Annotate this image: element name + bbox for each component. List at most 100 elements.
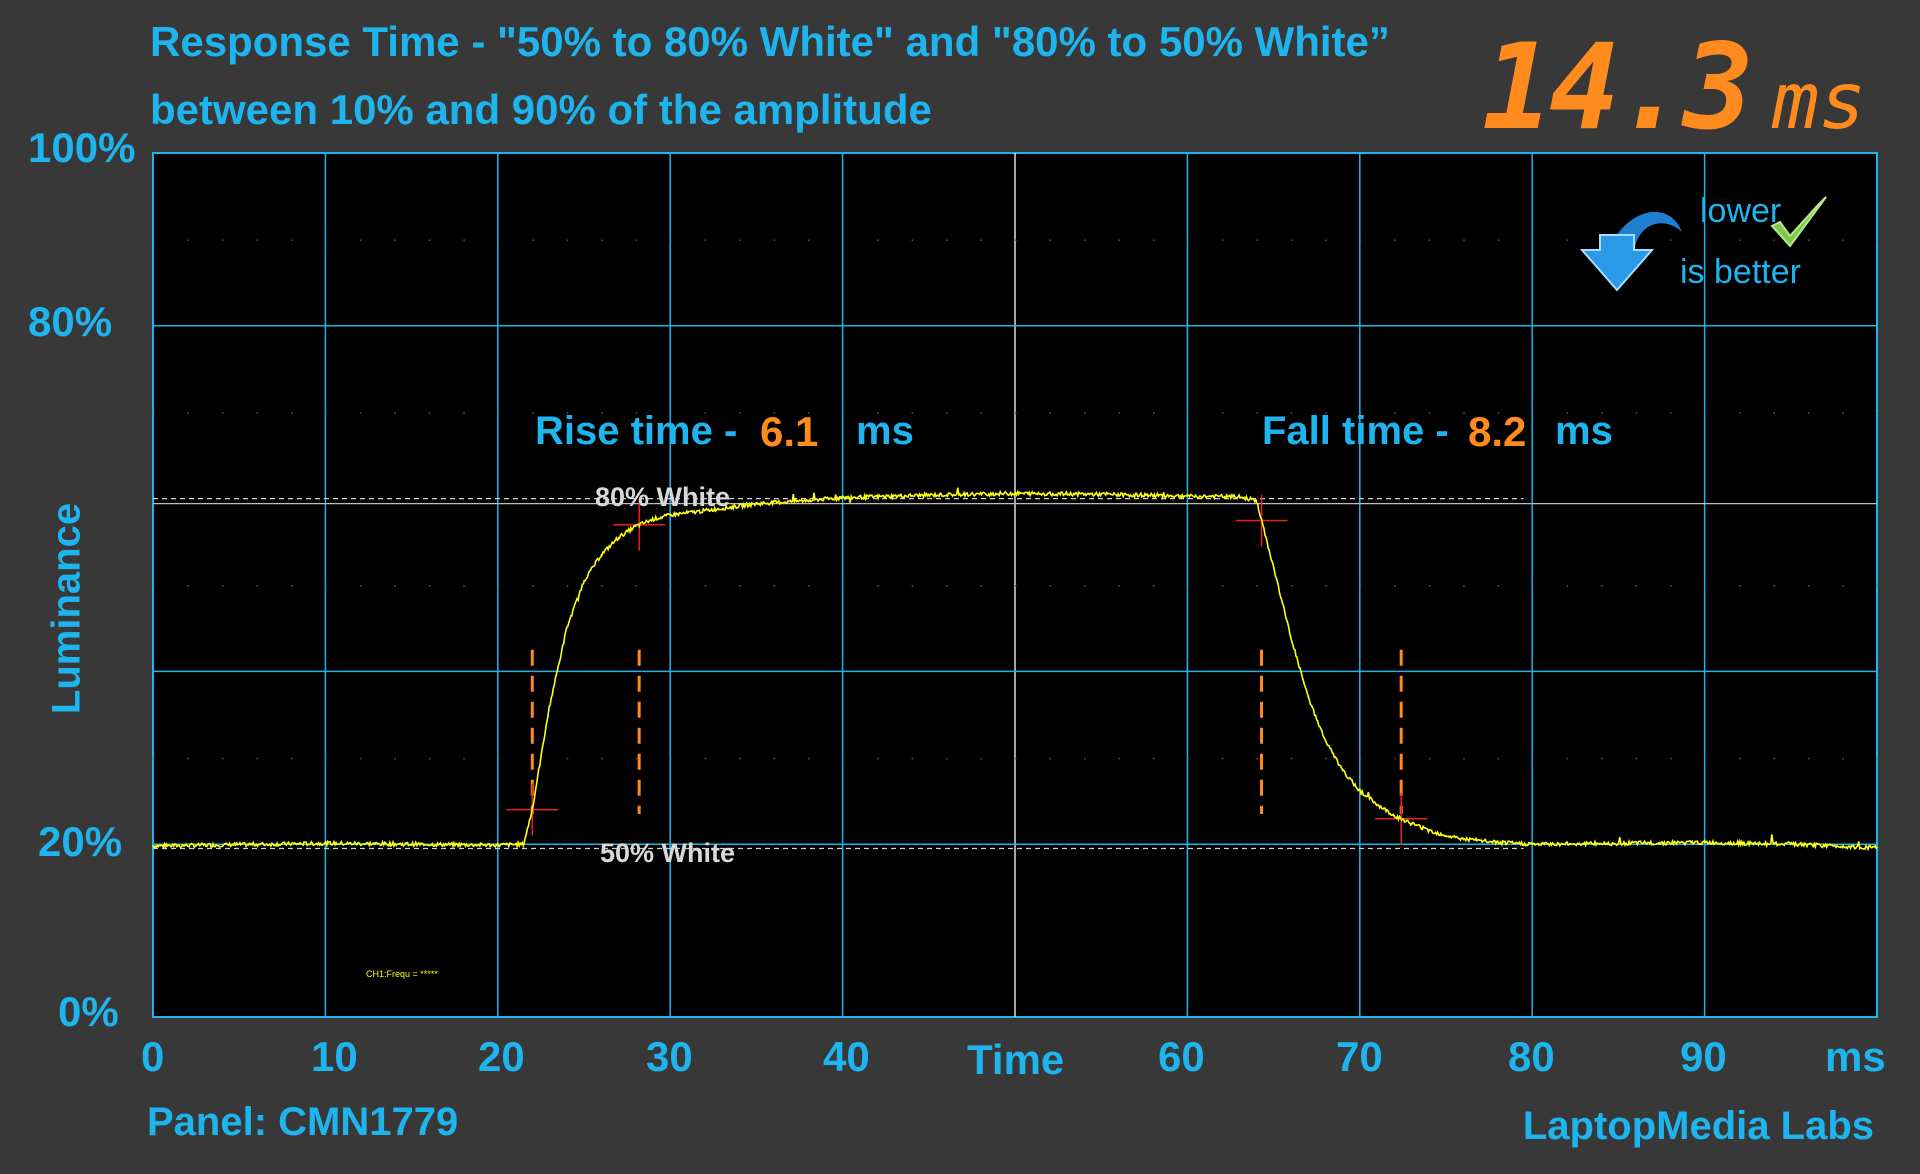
trace-point <box>1393 814 1396 817</box>
grid-dot <box>1187 239 1189 241</box>
grid-dot <box>601 412 603 414</box>
grid-dot <box>1083 412 1086 414</box>
grid-dot <box>1359 412 1362 414</box>
grid-dot <box>1152 585 1155 587</box>
lab-label: LaptopMedia Labs <box>1522 1104 1874 1148</box>
x-axis-unit: ms <box>1825 1033 1886 1080</box>
grid-dot <box>946 757 948 760</box>
lower-level-label: 50% White <box>600 838 735 868</box>
trace-point <box>1790 843 1792 845</box>
grid-dot <box>1704 585 1707 587</box>
grid-dot <box>1635 412 1638 414</box>
fall-time-unit: ms <box>1555 409 1613 453</box>
grid-dot <box>428 585 431 587</box>
grid-dot <box>911 585 914 587</box>
grid-dot <box>877 757 879 760</box>
grid-dot <box>877 585 879 587</box>
grid-dot <box>566 585 569 587</box>
grid-dot <box>1670 585 1672 587</box>
grid-dot <box>1049 239 1051 241</box>
trace-point <box>1410 822 1413 825</box>
trace-point <box>1100 493 1102 496</box>
grid-dot <box>566 239 569 241</box>
grid-dot <box>187 585 189 587</box>
grid-dot <box>290 239 293 241</box>
total-response-readout: 14.3 ms <box>1482 18 1866 156</box>
grid-dot <box>1463 757 1465 760</box>
grid-dot <box>1221 239 1224 241</box>
trace-point <box>324 842 327 845</box>
trace-point <box>1014 492 1016 495</box>
trace-point <box>583 579 585 582</box>
grid-dot <box>532 239 534 241</box>
grid-dot <box>1118 239 1120 241</box>
trace-point <box>1531 843 1533 845</box>
grid-dot <box>1290 757 1293 760</box>
grid-dot <box>221 585 224 587</box>
grid-dot <box>670 239 672 241</box>
grid-dot <box>1221 757 1224 760</box>
grid-dot <box>739 239 741 241</box>
trace-point <box>1324 739 1327 742</box>
grid-dot <box>566 412 569 414</box>
grid-dot <box>1773 412 1776 414</box>
grid-dot <box>1256 757 1258 760</box>
grid-dot <box>1256 585 1258 587</box>
grid-dot <box>1601 412 1603 414</box>
grid-dot <box>1083 585 1086 587</box>
trace-point <box>522 843 525 845</box>
trace-point <box>703 509 706 512</box>
grid-dot <box>1497 412 1500 414</box>
grid-dot <box>1877 585 1879 587</box>
y-tick-80: 80% <box>28 298 113 345</box>
grid-dot <box>946 585 948 587</box>
grid-dot <box>428 412 431 414</box>
grid-dot <box>1359 239 1362 241</box>
grid-dot <box>601 757 603 760</box>
x-tick-20: 20 <box>478 1033 525 1080</box>
grid-dot <box>532 585 534 587</box>
grid-dot <box>394 412 396 414</box>
trace-point <box>652 518 654 521</box>
grid-dot <box>1842 412 1845 414</box>
grid-dot <box>1773 757 1776 760</box>
grid-dot <box>1601 757 1603 760</box>
trace-point <box>1427 829 1430 832</box>
grid-dot <box>1566 757 1569 760</box>
grid-dot <box>1187 412 1189 414</box>
grid-dot <box>325 757 327 760</box>
trace-point <box>1307 696 1309 699</box>
trace-point <box>634 525 637 528</box>
grid-dot <box>1877 757 1879 760</box>
lower-is-better-badge: lower is better <box>1579 192 1827 292</box>
grid-dot <box>773 585 776 587</box>
grid-dot <box>532 412 534 414</box>
grid-dot <box>1497 585 1500 587</box>
grid-dot <box>808 239 810 241</box>
trace-point <box>1272 566 1275 569</box>
trace-point <box>1238 496 1240 498</box>
badge-line1: lower <box>1700 192 1781 230</box>
grid-dot <box>1290 585 1293 587</box>
grid-dot <box>1739 757 1741 760</box>
trace-point <box>928 494 930 496</box>
grid-dot <box>221 757 224 760</box>
grid-dot <box>1118 412 1120 414</box>
grid-dot <box>1394 412 1396 414</box>
grid-dot <box>1325 757 1327 760</box>
grid-dot <box>359 585 362 587</box>
grid-dot <box>635 757 638 760</box>
grid-dot <box>428 757 431 760</box>
grid-dot <box>1808 757 1810 760</box>
luminance-trace <box>152 487 1878 852</box>
grid-dot <box>1083 239 1086 241</box>
total-response-value: 14.3 <box>1481 18 1754 156</box>
grid-dot <box>153 239 155 241</box>
grid-dot <box>566 757 569 760</box>
grid-dot <box>1428 757 1431 760</box>
grid-dot <box>1877 412 1879 414</box>
trace-point <box>152 845 154 847</box>
trace-layer <box>152 487 1878 852</box>
trace-point <box>1341 769 1344 772</box>
